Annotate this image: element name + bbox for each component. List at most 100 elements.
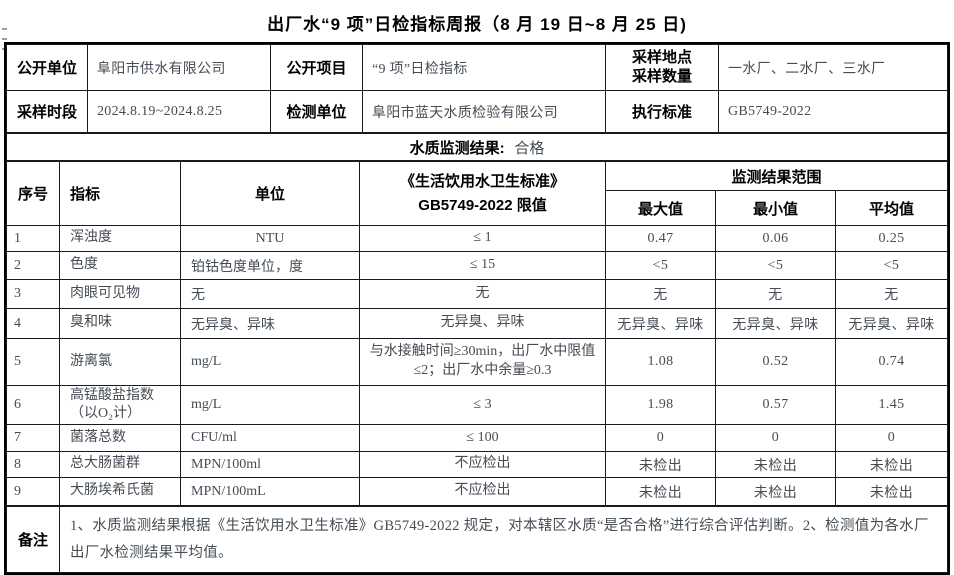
info-row-1: 公开单位 阜阳市供水有限公司 公开项目 “9 项”日检指标 采样地点 采样数量 … (6, 44, 948, 91)
sample-period-label: 采样时段 (6, 90, 88, 133)
table-row: 2 色度 铂钴色度单位，度 ≤ 15 <5 <5 <5 (6, 251, 948, 280)
standard-value: GB5749-2022 (718, 90, 948, 133)
cell-no: 3 (6, 279, 60, 309)
sample-period-value: 2024.8.19~2024.8.25 (87, 90, 271, 133)
table-row: 3 肉眼可见物 无 无 无 无 无 (6, 279, 948, 309)
table-row: 6 高锰酸盐指数 （以O₂计） mg/L ≤ 3 1.98 0.57 1.45 (6, 385, 948, 425)
cell-limit: ≤ 100 (359, 424, 606, 452)
page-title: 出厂水“9 项”日检指标周报（8 月 19 日~8 月 25 日) (267, 15, 687, 34)
cell-max: 0 (605, 424, 716, 452)
col-header-no: 序号 (6, 161, 60, 226)
cell-max: 未检出 (605, 477, 716, 506)
cell-min: 0.06 (715, 225, 836, 252)
cell-min: <5 (715, 251, 836, 280)
cell-min: 未检出 (715, 477, 836, 506)
cell-unit: mg/L (180, 338, 360, 386)
sample-site-label-line1: 采样地点 (631, 48, 692, 66)
cell-indicator: 总大肠菌群 (59, 451, 181, 478)
cell-min: 无异臭、异味 (715, 308, 836, 339)
col-header-indicator: 指标 (59, 161, 181, 226)
cell-no: 9 (6, 477, 60, 506)
cell-limit: 不应检出 (359, 451, 606, 478)
cell-limit: 不应检出 (359, 477, 606, 506)
sample-site-label-line2: 采样数量 (631, 67, 692, 85)
note-text: 1、水质监测结果根据《生活饮用水卫生标准》GB5749-2022 规定，对本辖区… (59, 506, 948, 573)
cell-avg: 无 (835, 279, 948, 309)
cell-unit: MPN/100mL (180, 477, 360, 506)
cell-max: 无 (605, 279, 716, 309)
col-header-range-group: 监测结果范围 (605, 161, 948, 191)
sample-site-label: 采样地点 采样数量 (605, 44, 719, 91)
cell-avg: 0.74 (835, 338, 948, 386)
cell-indicator: 浑浊度 (59, 225, 181, 252)
cell-no: 1 (6, 225, 60, 252)
note-table: 备注 1、水质监测结果根据《生活饮用水卫生标准》GB5749-2022 规定，对… (6, 506, 948, 573)
indicator-rows: 1 浑浊度 NTU ≤ 1 0.47 0.06 0.25 2 色度 铂钴色度单位… (6, 225, 948, 506)
cell-indicator: 游离氯 (59, 338, 181, 386)
info-table: 公开单位 阜阳市供水有限公司 公开项目 “9 项”日检指标 采样地点 采样数量 … (6, 44, 948, 133)
cell-max: 1.98 (605, 385, 716, 425)
cell-indicator: 高锰酸盐指数 （以O₂计） (59, 385, 181, 425)
standard-label: 执行标准 (605, 90, 719, 133)
col-header-limit: 《生活饮用水卫生标准》 GB5749-2022 限值 (359, 161, 606, 226)
test-unit-label: 检测单位 (270, 90, 363, 133)
cell-avg: 无异臭、异味 (835, 308, 948, 339)
result-banner: 水质监测结果: 合格 (6, 133, 948, 161)
table-row: 8 总大肠菌群 MPN/100ml 不应检出 未检出 未检出 未检出 (6, 451, 948, 478)
table-row: 1 浑浊度 NTU ≤ 1 0.47 0.06 0.25 (6, 225, 948, 252)
cell-limit: ≤ 3 (359, 385, 606, 425)
cell-no: 4 (6, 308, 60, 339)
cell-no: 7 (6, 424, 60, 452)
header-row-1: 序号 指标 单位 《生活饮用水卫生标准》 GB5749-2022 限值 监测结果… (6, 161, 948, 226)
cell-avg: 未检出 (835, 477, 948, 506)
table-row: 9 大肠埃希氏菌 MPN/100mL 不应检出 未检出 未检出 未检出 (6, 477, 948, 506)
col-header-max: 最大值 (605, 190, 716, 226)
cell-avg: 未检出 (835, 451, 948, 478)
cell-min: 0.57 (715, 385, 836, 425)
cell-unit: MPN/100ml (180, 451, 360, 478)
cell-unit: 无 (180, 279, 360, 309)
cell-min: 未检出 (715, 451, 836, 478)
table-row: 4 臭和味 无异臭、异味 无异臭、异味 无异臭、异味 无异臭、异味 无异臭、异味 (6, 308, 948, 339)
cell-min: 无 (715, 279, 836, 309)
col-header-avg: 平均值 (835, 190, 948, 226)
cell-avg: <5 (835, 251, 948, 280)
indicator-table: 序号 指标 单位 《生活饮用水卫生标准》 GB5749-2022 限值 监测结果… (6, 161, 948, 506)
cell-no: 2 (6, 251, 60, 280)
open-item-value: “9 项”日检指标 (362, 44, 606, 91)
col-header-min: 最小值 (715, 190, 836, 226)
cell-no: 8 (6, 451, 60, 478)
cell-unit: NTU (180, 225, 360, 252)
cell-limit: ≤ 1 (359, 225, 606, 252)
report-table-wrapper: 公开单位 阜阳市供水有限公司 公开项目 “9 项”日检指标 采样地点 采样数量 … (4, 42, 950, 575)
col-header-unit: 单位 (180, 161, 360, 226)
cell-indicator: 大肠埃希氏菌 (59, 477, 181, 506)
note-label: 备注 (6, 506, 60, 573)
limit-header-line2: GB5749-2022 限值 (418, 196, 547, 214)
cell-max: <5 (605, 251, 716, 280)
cell-max: 0.47 (605, 225, 716, 252)
cell-max: 无异臭、异味 (605, 308, 716, 339)
info-row-2: 采样时段 2024.8.19~2024.8.25 检测单位 阜阳市蓝天水质检验有… (6, 90, 948, 133)
cell-no: 5 (6, 338, 60, 386)
open-item-label: 公开项目 (270, 44, 363, 91)
cell-limit: 无异臭、异味 (359, 308, 606, 339)
cell-limit: 与水接触时间≥30min，出厂水中限值≤2；出厂水中余量≥0.3 (359, 338, 606, 386)
result-banner-label: 水质监测结果: (409, 139, 505, 157)
cell-limit: ≤ 15 (359, 251, 606, 280)
cell-no: 6 (6, 385, 60, 425)
sample-site-value: 一水厂、二水厂、三水厂 (718, 44, 948, 91)
result-banner-table: 水质监测结果: 合格 (6, 133, 948, 161)
cell-indicator: 色度 (59, 251, 181, 280)
cell-indicator: 肉眼可见物 (59, 279, 181, 309)
open-unit-value: 阜阳市供水有限公司 (87, 44, 271, 91)
cell-min: 0.52 (715, 338, 836, 386)
cell-avg: 0.25 (835, 225, 948, 252)
cell-avg: 1.45 (835, 385, 948, 425)
cell-unit: 铂钴色度单位，度 (180, 251, 360, 280)
cell-indicator: 臭和味 (59, 308, 181, 339)
test-unit-value: 阜阳市蓝天水质检验有限公司 (362, 90, 606, 133)
result-banner-value: 合格 (514, 140, 545, 157)
cell-max: 1.08 (605, 338, 716, 386)
table-row: 7 菌落总数 CFU/ml ≤ 100 0 0 0 (6, 424, 948, 452)
